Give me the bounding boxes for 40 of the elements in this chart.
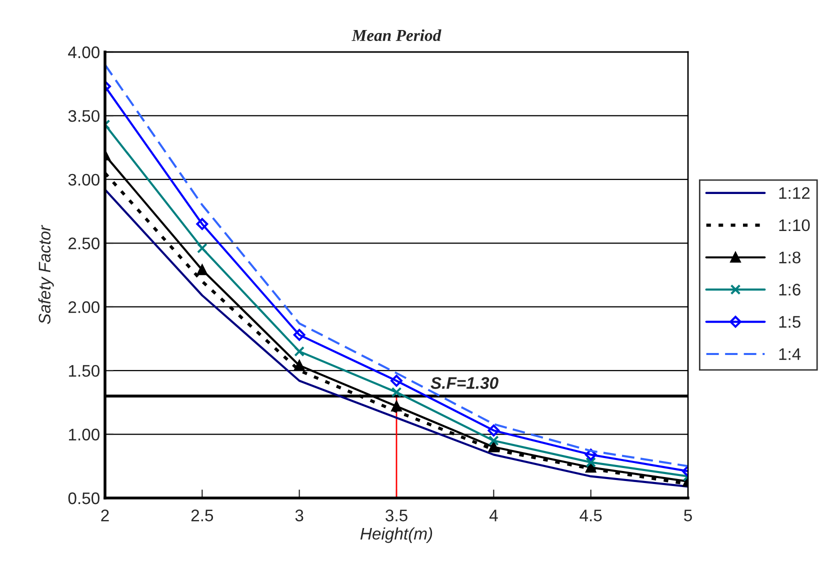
x-tick-label: 2.5 [191,510,214,522]
legend-label: 1:8 [779,252,800,264]
x-tick-label: 5 [684,510,692,522]
x-axis-title: Height(m) [360,527,432,543]
point [488,435,499,446]
point [196,218,208,230]
legend-label: 1:10 [779,219,810,232]
point [586,462,596,473]
y-tick-label: 1.50 [68,364,100,377]
point [293,328,306,341]
point [196,243,208,254]
x-tick-label: 3.5 [386,510,408,522]
y-tick-label: 3.00 [68,174,100,186]
y-tick-label: 4.00 [68,46,100,58]
ref-line-label: S.F=1.30 [430,377,498,389]
x-tick-label: 3 [295,510,304,522]
legend-label: 1:12 [779,187,810,199]
point [488,424,500,436]
x-tick-label: 4 [489,510,498,522]
x-tick-label: 2 [101,510,109,522]
point [586,457,596,468]
point [294,360,305,371]
y-tick-label: 2.50 [68,238,100,250]
y-tick-label: 1.00 [68,428,100,440]
point [584,448,597,461]
chart-title: Mean Period [352,29,442,42]
point [294,346,305,357]
x-tick-label: 4.5 [580,510,602,522]
y-tick-label: 0.50 [68,492,100,504]
y-tick-label: 3.50 [68,110,100,122]
legend-label: 1:4 [779,348,801,360]
y-axis-title: Safety Factor [38,224,54,324]
legend-label: 1:6 [779,284,800,296]
point [488,442,499,452]
y-tick-label: 2.00 [68,301,100,314]
legend-label: 1:5 [779,316,800,328]
point [391,387,402,398]
point [196,264,208,276]
point [391,401,402,412]
point [390,374,402,387]
